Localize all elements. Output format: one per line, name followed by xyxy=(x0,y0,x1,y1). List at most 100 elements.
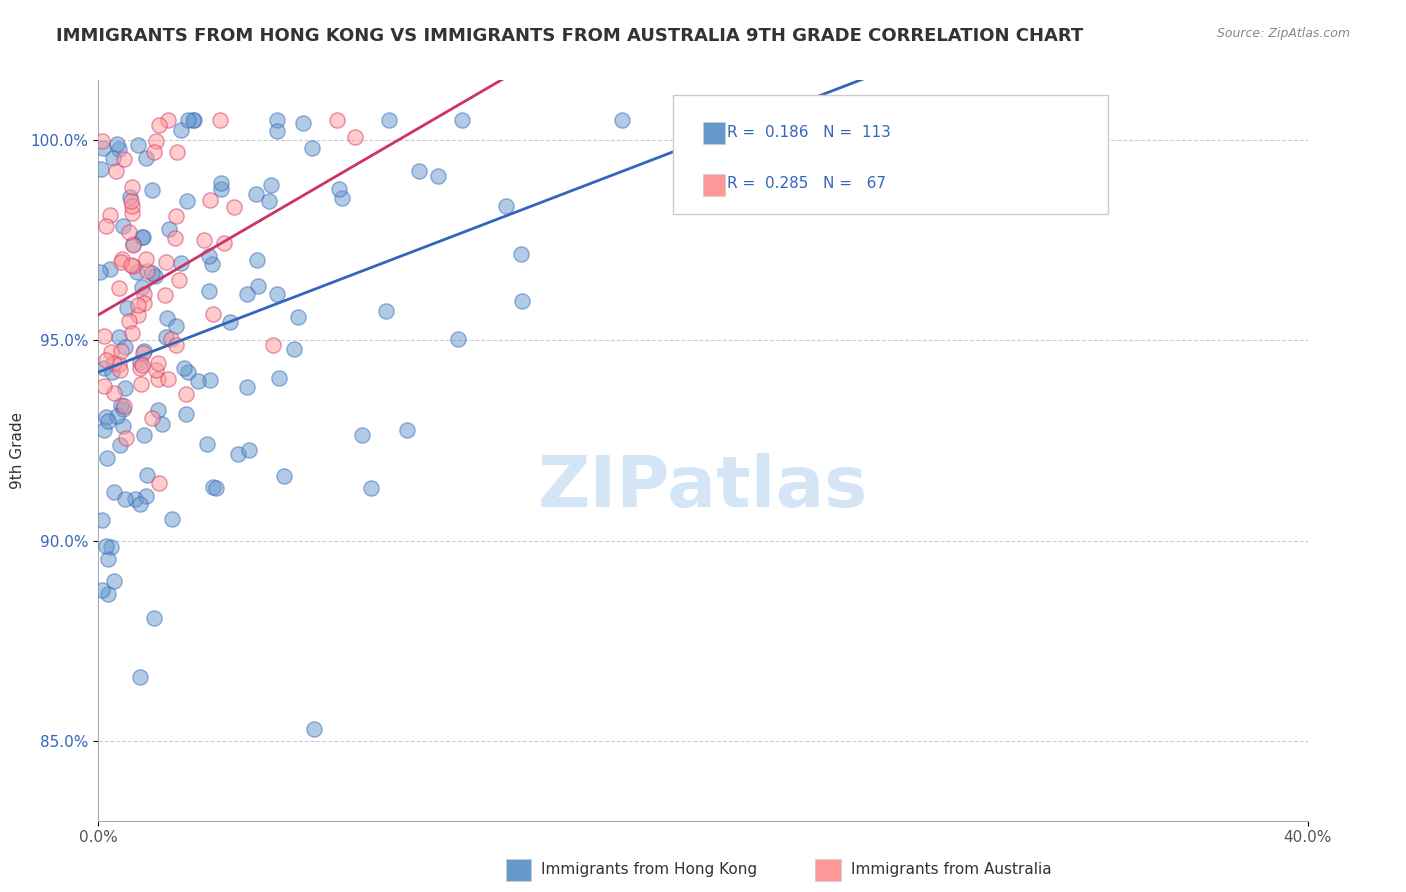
Immigrants from Hong Kong xyxy=(245,253,267,268)
Immigrants from Australia xyxy=(118,225,141,239)
Immigrants from Hong Kong xyxy=(101,365,124,379)
Immigrants from Australia xyxy=(112,399,135,413)
Immigrants from Australia xyxy=(143,145,166,160)
Immigrants from Australia xyxy=(100,345,122,359)
Immigrants from Hong Kong xyxy=(142,611,165,625)
Immigrants from Hong Kong xyxy=(91,141,114,155)
Immigrants from Hong Kong xyxy=(132,229,155,244)
Immigrants from Hong Kong xyxy=(114,340,136,354)
Immigrants from Hong Kong xyxy=(183,113,205,128)
Immigrants from Australia xyxy=(222,200,245,214)
Immigrants from Hong Kong xyxy=(112,219,135,233)
Immigrants from Hong Kong xyxy=(114,492,136,507)
Text: Immigrants from Australia: Immigrants from Australia xyxy=(851,863,1052,877)
Immigrants from Australia xyxy=(108,281,131,295)
Immigrants from Hong Kong xyxy=(105,137,128,152)
Immigrants from Hong Kong xyxy=(91,513,114,527)
Immigrants from Hong Kong xyxy=(395,423,418,437)
Immigrants from Hong Kong xyxy=(132,343,155,358)
Immigrants from Hong Kong xyxy=(128,497,150,511)
Immigrants from Australia xyxy=(120,194,142,209)
Immigrants from Australia xyxy=(121,180,143,194)
Immigrants from Hong Kong xyxy=(510,293,533,308)
Immigrants from Australia xyxy=(120,258,142,272)
Immigrants from Hong Kong xyxy=(246,279,269,293)
Immigrants from Australia xyxy=(145,135,167,149)
Immigrants from Australia xyxy=(94,352,117,367)
Immigrants from Australia xyxy=(111,252,134,267)
Immigrants from Australia xyxy=(103,355,125,369)
Immigrants from Hong Kong xyxy=(377,113,399,128)
Immigrants from Australia xyxy=(174,387,197,401)
Immigrants from Hong Kong xyxy=(124,491,146,506)
Immigrants from Australia xyxy=(209,113,232,128)
Immigrants from Hong Kong xyxy=(103,574,125,589)
Immigrants from Hong Kong xyxy=(114,381,136,395)
Immigrants from Hong Kong xyxy=(200,257,222,271)
Immigrants from Hong Kong xyxy=(141,266,163,280)
Immigrants from Australia xyxy=(198,193,221,207)
Immigrants from Australia xyxy=(134,295,156,310)
Immigrants from Hong Kong xyxy=(141,183,163,197)
Immigrants from Australia xyxy=(131,358,153,372)
Immigrants from Hong Kong xyxy=(103,151,125,165)
Immigrants from Hong Kong xyxy=(89,265,111,279)
Immigrants from Hong Kong xyxy=(257,194,280,209)
Immigrants from Australia xyxy=(262,337,284,351)
Immigrants from Hong Kong xyxy=(266,124,288,138)
Text: Immigrants from Hong Kong: Immigrants from Hong Kong xyxy=(541,863,758,877)
Immigrants from Hong Kong xyxy=(127,137,149,152)
Immigrants from Australia xyxy=(148,118,170,132)
Immigrants from Australia xyxy=(157,113,180,128)
Immigrants from Australia xyxy=(121,206,143,220)
Immigrants from Hong Kong xyxy=(111,418,134,433)
Immigrants from Hong Kong xyxy=(98,262,121,277)
Immigrants from Hong Kong xyxy=(238,443,260,458)
Immigrants from Hong Kong xyxy=(177,365,200,379)
Immigrants from Australia xyxy=(146,372,169,386)
Immigrants from Australia xyxy=(146,356,169,370)
Immigrants from Australia xyxy=(110,363,132,377)
Immigrants from Hong Kong xyxy=(105,409,128,423)
Immigrants from Hong Kong xyxy=(146,403,169,417)
Text: R =  0.186   N =  113: R = 0.186 N = 113 xyxy=(727,125,891,140)
Immigrants from Australia xyxy=(326,113,349,128)
Immigrants from Hong Kong xyxy=(97,414,120,428)
Immigrants from Hong Kong xyxy=(291,116,314,130)
Immigrants from Hong Kong xyxy=(118,190,141,204)
Immigrants from Australia xyxy=(165,231,187,245)
Immigrants from Hong Kong xyxy=(267,371,290,385)
Immigrants from Hong Kong xyxy=(495,199,517,213)
Immigrants from Hong Kong xyxy=(209,176,232,190)
Immigrants from Hong Kong xyxy=(129,670,152,684)
Immigrants from Australia xyxy=(214,236,236,251)
Immigrants from Hong Kong xyxy=(90,161,112,176)
Immigrants from Australia xyxy=(91,134,114,148)
Immigrants from Australia xyxy=(93,329,115,343)
Immigrants from Hong Kong xyxy=(226,447,249,461)
Immigrants from Hong Kong xyxy=(108,438,131,452)
Immigrants from Hong Kong xyxy=(266,287,288,301)
Immigrants from Hong Kong xyxy=(108,330,131,344)
Immigrants from Australia xyxy=(127,308,149,322)
Immigrants from Hong Kong xyxy=(132,428,155,442)
Immigrants from Australia xyxy=(155,255,177,269)
Immigrants from Hong Kong xyxy=(170,123,193,137)
Immigrants from Australia xyxy=(132,345,155,359)
Immigrants from Hong Kong xyxy=(122,237,145,252)
Immigrants from Australia xyxy=(96,219,118,233)
Immigrants from Australia xyxy=(122,238,145,252)
Immigrants from Hong Kong xyxy=(447,332,470,346)
Immigrants from Australia xyxy=(103,386,125,401)
Immigrants from Hong Kong xyxy=(287,310,309,324)
Immigrants from Hong Kong xyxy=(131,280,153,294)
Immigrants from Hong Kong xyxy=(352,427,374,442)
Text: IMMIGRANTS FROM HONG KONG VS IMMIGRANTS FROM AUSTRALIA 9TH GRADE CORRELATION CHA: IMMIGRANTS FROM HONG KONG VS IMMIGRANTS … xyxy=(56,27,1084,45)
Immigrants from Hong Kong xyxy=(136,467,159,482)
Immigrants from Australia xyxy=(121,260,143,274)
FancyBboxPatch shape xyxy=(703,174,724,195)
Immigrants from Australia xyxy=(98,208,121,222)
Immigrants from Hong Kong xyxy=(426,169,449,183)
Immigrants from Hong Kong xyxy=(198,373,221,387)
Immigrants from Hong Kong xyxy=(143,268,166,283)
